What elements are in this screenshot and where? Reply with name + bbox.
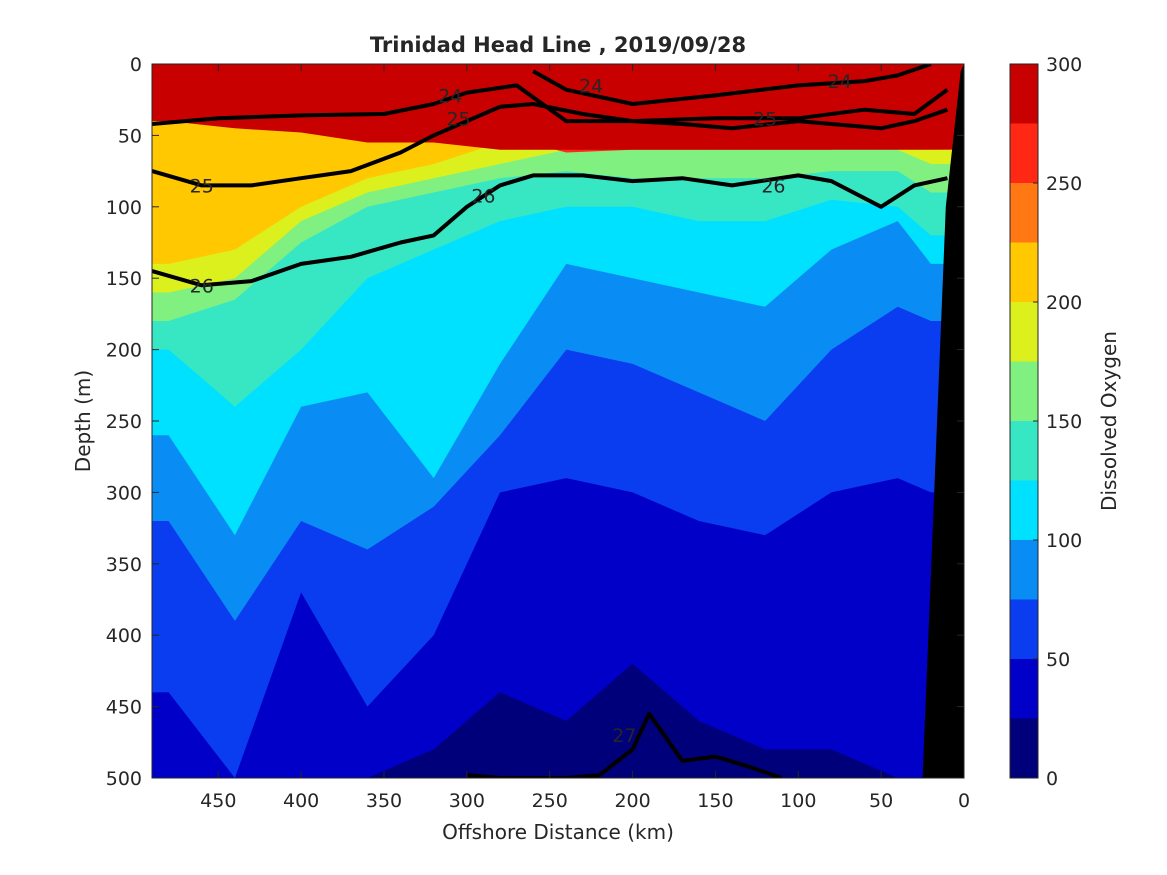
y-tick-label: 250 xyxy=(106,411,142,433)
x-tick-label: 0 xyxy=(958,790,970,812)
contour-label-7: 26 xyxy=(761,175,785,197)
oxygen-filled-contours xyxy=(152,64,964,778)
y-tick-label: 300 xyxy=(106,482,142,504)
colorbar-tick-label: 50 xyxy=(1046,649,1070,671)
colorbar-segment xyxy=(1010,302,1038,362)
density-contour-26-3 xyxy=(152,173,948,288)
contour-label-5: 25 xyxy=(190,175,214,197)
x-tick-label: 100 xyxy=(780,790,816,812)
colorbar-label: Dissolved Oxygen xyxy=(1097,331,1121,511)
contour-label-1: 24 xyxy=(828,71,852,93)
colorbar-segment xyxy=(1010,599,1038,659)
y-tick-label: 200 xyxy=(106,340,142,362)
density-contour-25-2 xyxy=(152,102,949,188)
x-tick-label: 200 xyxy=(614,790,650,812)
oxygen-band-275 xyxy=(152,64,964,150)
colorbar-segment xyxy=(1010,123,1038,183)
x-axis-ticks: 450 400 350 300 250 200 150 100 50 0 xyxy=(200,64,970,812)
x-axis-label: Offshore Distance (km) xyxy=(442,820,674,844)
density-contour-24-0 xyxy=(532,64,932,106)
y-tick-label: 450 xyxy=(106,697,142,719)
colorbar-segment xyxy=(1010,183,1038,243)
contour-label-3: 25 xyxy=(446,108,470,130)
y-tick-label: 50 xyxy=(118,125,142,147)
colorbar-segment xyxy=(1010,480,1038,540)
x-tick-label: 150 xyxy=(697,790,733,812)
y-tick-label: 500 xyxy=(106,768,142,790)
contour-label-9: 27 xyxy=(612,725,636,747)
colorbar-segment xyxy=(1010,421,1038,481)
colorbar-tick-label: 0 xyxy=(1046,768,1058,790)
contour-label-8: 26 xyxy=(190,275,214,297)
colorbar-segment xyxy=(1010,361,1038,421)
contour-label-4: 25 xyxy=(753,108,777,130)
y-tick-label: 0 xyxy=(130,54,142,76)
colorbar-segment xyxy=(1010,659,1038,719)
colorbar xyxy=(1010,64,1038,778)
chart-title: Trinidad Head Line , 2019/09/28 xyxy=(370,33,746,57)
x-tick-label: 450 xyxy=(200,790,236,812)
contour-label-2: 24 xyxy=(438,85,462,107)
y-tick-label: 100 xyxy=(106,197,142,219)
colorbar-tick-label: 200 xyxy=(1046,292,1082,314)
y-axis-ticks: 0 50 100 150 200 250 300 350 400 450 500 xyxy=(106,54,964,790)
y-tick-label: 350 xyxy=(106,554,142,576)
x-tick-label: 300 xyxy=(449,790,485,812)
y-axis-label: Depth (m) xyxy=(71,370,95,472)
colorbar-segment xyxy=(1010,540,1038,600)
density-contour-lines xyxy=(152,64,949,778)
colorbar-segment xyxy=(1010,718,1038,778)
x-tick-label: 400 xyxy=(283,790,319,812)
y-tick-label: 400 xyxy=(106,625,142,647)
y-tick-label: 150 xyxy=(106,268,142,290)
colorbar-tick-label: 300 xyxy=(1046,54,1082,76)
x-tick-label: 50 xyxy=(869,790,893,812)
bathymetry-mask xyxy=(922,64,964,778)
contour-label-0: 24 xyxy=(579,75,603,97)
density-contour-25-1 xyxy=(152,83,949,126)
colorbar-segment xyxy=(1010,64,1038,124)
contour-label-6: 26 xyxy=(471,185,495,207)
colorbar-ticks: 0 50 100 150 200 250 300 xyxy=(1033,54,1082,790)
colorbar-tick-label: 100 xyxy=(1046,530,1082,552)
colorbar-tick-label: 250 xyxy=(1046,173,1082,195)
x-tick-label: 250 xyxy=(532,790,568,812)
colorbar-segment xyxy=(1010,242,1038,302)
density-contour-27-4 xyxy=(466,711,783,778)
colorbar-tick-label: 150 xyxy=(1046,411,1082,433)
x-tick-label: 350 xyxy=(366,790,402,812)
